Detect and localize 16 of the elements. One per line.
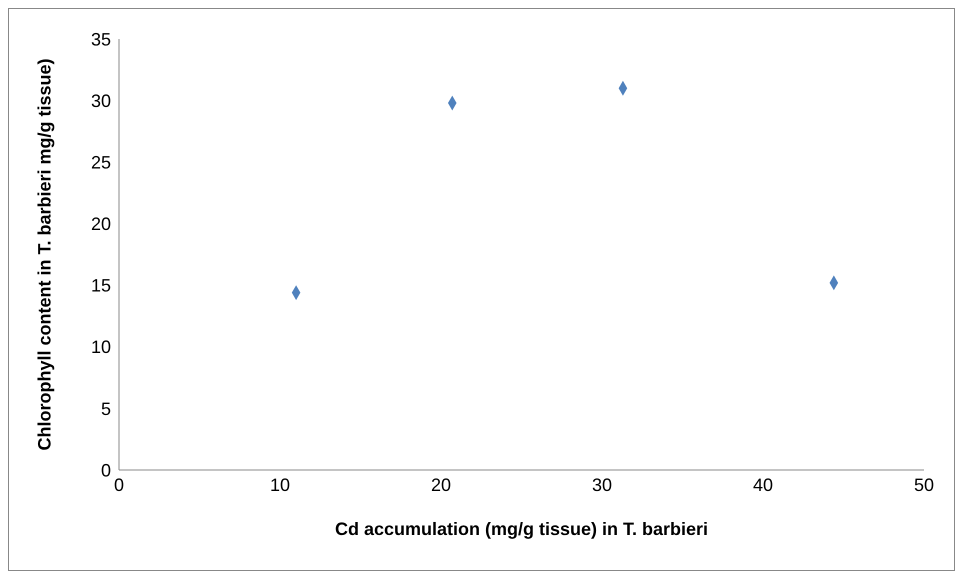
y-tick-label: 5	[100, 398, 111, 419]
x-tick-label: 40	[752, 474, 774, 495]
x-tick-label: 30	[592, 474, 612, 495]
x-tick-label: 50	[914, 474, 934, 495]
x-tick-label: 0	[114, 474, 124, 495]
y-tick-label: 15	[90, 276, 111, 296]
y-tick-label: 35	[90, 29, 111, 50]
y-tick-label: 10	[90, 337, 111, 358]
x-tick-label: 10	[270, 474, 290, 495]
x-tick-label: 20	[430, 474, 452, 495]
y-tick-label: 0	[100, 460, 111, 480]
y-tick-label: 30	[90, 90, 111, 111]
y-tick-label: 25	[90, 152, 111, 173]
y-tick-label: 20	[90, 214, 111, 234]
y-axis-title: Chlorophyll content in T. barbieri mg/g tissue)	[34, 58, 54, 451]
x-axis-title: Cd accumulation (mg/g tissue) in T. barbieri	[334, 519, 708, 539]
